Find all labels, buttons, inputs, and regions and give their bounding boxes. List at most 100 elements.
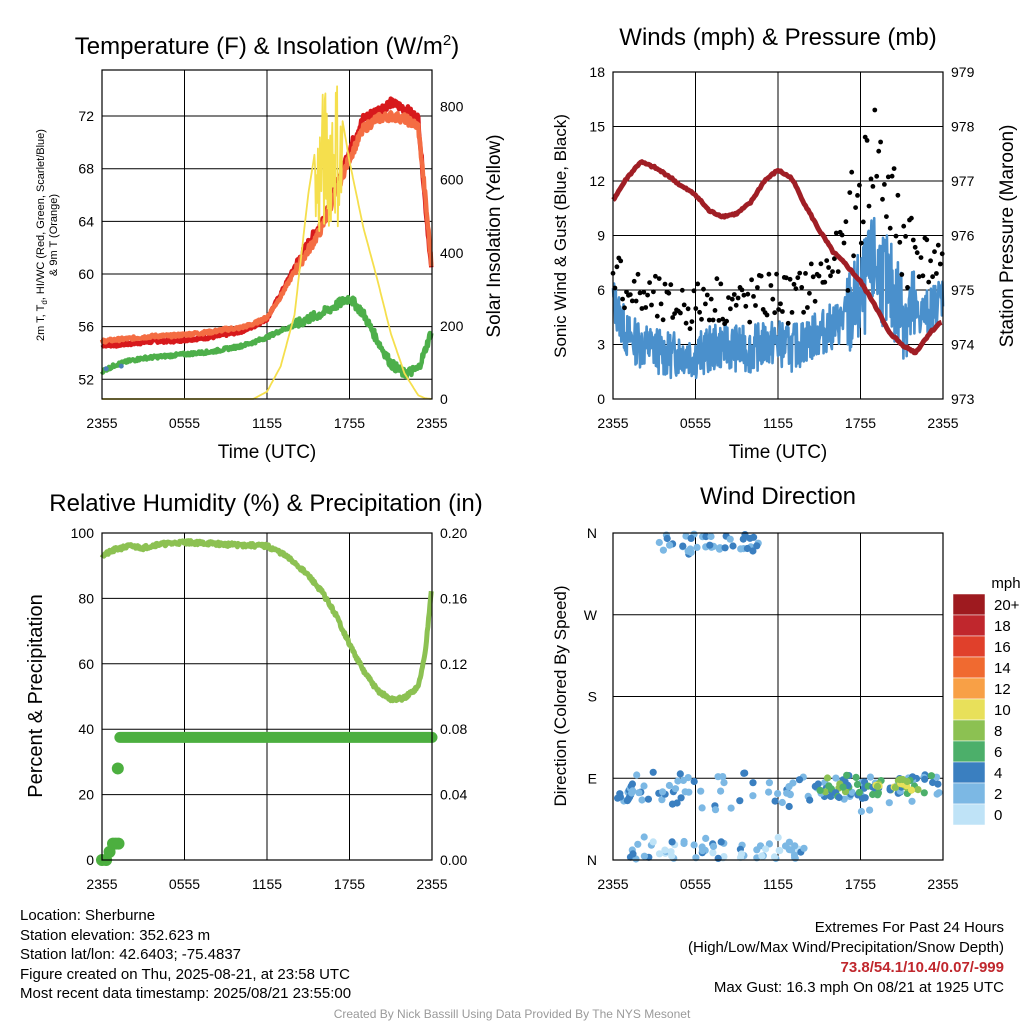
wind-gust-point — [847, 190, 853, 196]
direction-point — [800, 844, 808, 852]
direction-point — [726, 535, 734, 543]
precip-y2-tick-label: 0.12 — [440, 656, 467, 672]
wind-gust-point — [780, 309, 785, 314]
direction-x-tick-label: 1755 — [845, 876, 876, 892]
direction-point — [765, 779, 774, 787]
legend-swatch — [952, 614, 986, 637]
humidity-x-tick-label: 0555 — [169, 876, 200, 892]
wind-gust-point — [905, 285, 910, 290]
direction-point — [693, 543, 701, 552]
wind-gust-point — [743, 303, 749, 309]
wind-gust-point — [758, 273, 764, 279]
wind-gust-point — [635, 271, 641, 277]
direction-point — [934, 780, 942, 788]
direction-point — [666, 541, 674, 549]
direction-point — [896, 776, 904, 784]
wind-gust-point — [699, 316, 704, 322]
wind-gust-point — [749, 277, 754, 283]
wind-gust-point — [614, 264, 620, 270]
solar-y2-tick-label: 600 — [440, 172, 464, 188]
pressure-y2-tick-label: 976 — [951, 228, 975, 244]
direction-point — [679, 542, 687, 550]
direction-point — [698, 847, 707, 855]
legend-swatch — [952, 719, 986, 742]
direction-point — [706, 541, 714, 549]
rh-line — [99, 538, 434, 704]
temperature-x-tick-label: 1755 — [334, 415, 365, 431]
direction-point — [687, 534, 695, 543]
wind-gust-point — [633, 298, 639, 304]
direction-point — [855, 788, 864, 797]
direction-point — [885, 799, 893, 807]
wind-gust-point — [726, 295, 731, 300]
direction-point — [774, 790, 782, 798]
wind-gust-point — [653, 273, 658, 279]
pressure-y2-tick-label: 977 — [951, 173, 975, 189]
wind-gust-point — [695, 281, 701, 287]
direction-point — [832, 774, 840, 782]
wind-speed-line — [611, 216, 945, 380]
wind-gust-point — [658, 301, 664, 307]
precip-y2-tick-label: 0.20 — [440, 525, 467, 541]
wind-gust-point — [712, 308, 718, 313]
direction-point — [720, 779, 728, 787]
wind-gust-point — [918, 255, 924, 260]
wind-gust-point — [884, 214, 889, 220]
direction-point — [658, 796, 666, 804]
direction-point — [749, 547, 757, 555]
direction-point — [758, 852, 766, 860]
wind-gust-point — [747, 319, 753, 325]
humidity-frame — [101, 532, 433, 861]
solar-y2-tick-label: 400 — [440, 245, 464, 261]
direction-point — [698, 804, 706, 812]
direction-point — [634, 840, 642, 848]
wind-gust-point — [914, 250, 920, 256]
wind-gust-point — [858, 240, 864, 246]
wind-gust-point — [832, 256, 837, 262]
wind-gust-point — [876, 148, 882, 154]
direction-x-tick-label: 2355 — [927, 876, 958, 892]
legend-swatch — [952, 677, 986, 700]
temperature-y-tick-label: 72 — [78, 108, 94, 124]
wind-gust-point — [937, 261, 943, 267]
wind-gust-point — [645, 292, 650, 298]
direction-point — [721, 544, 729, 552]
pressure-y2-tick-label: 979 — [951, 64, 975, 80]
wind-gust-point — [826, 265, 831, 270]
station-elevation: Station elevation: 352.623 m — [20, 926, 211, 944]
direction-point — [762, 845, 770, 853]
wind-gust-point — [703, 301, 708, 307]
direction-point — [749, 779, 757, 787]
wind-gust-point — [728, 306, 733, 312]
legend-swatch — [952, 803, 986, 826]
wind-chill-point — [103, 366, 109, 372]
wind-gust-point — [714, 276, 720, 282]
wind-gust-point — [662, 281, 668, 287]
direction-point — [709, 842, 718, 851]
max-gust: Max Gust: 16.3 mph On 08/21 at 1925 UTC — [713, 979, 1004, 996]
legend-swatch — [952, 761, 986, 784]
recent-timestamp: Most recent data timestamp: 2025/08/21 2… — [20, 985, 352, 1002]
precip-y2-tick-label: 0.04 — [440, 787, 467, 803]
direction-y-tick-label: W — [584, 607, 598, 623]
wind-gust-point — [720, 316, 726, 322]
direction-point — [674, 777, 682, 785]
direction-y-axis-label: Direction (Colored By Speed) — [551, 585, 570, 806]
wind-gust-point — [897, 239, 903, 245]
wind-gust-point — [660, 317, 666, 323]
legend-label: 4 — [994, 765, 1002, 782]
direction-point — [697, 787, 705, 795]
temperature-y-tick-label: 56 — [78, 319, 94, 335]
wind-gust-point — [679, 287, 685, 293]
direction-point — [629, 850, 637, 858]
direction-point — [835, 793, 843, 802]
wind-gust-point — [843, 219, 849, 225]
legend-swatch — [952, 635, 986, 658]
wind-gust-point — [718, 281, 724, 287]
wind-gust-point — [670, 315, 676, 320]
wind-gust-point — [839, 232, 845, 238]
direction-point — [891, 783, 900, 792]
wind-gust-point — [685, 306, 691, 312]
direction-point — [771, 797, 779, 805]
